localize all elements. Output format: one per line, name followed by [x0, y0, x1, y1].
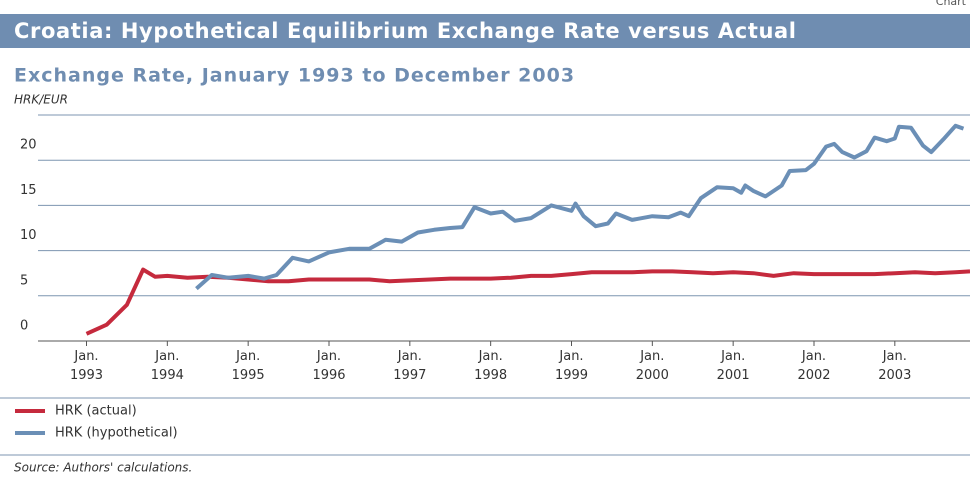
x-tick-label: Jan. 1993: [69, 349, 104, 383]
x-tick-label: Jan. 2003: [878, 349, 912, 383]
title-bar: [0, 14, 970, 48]
y-axis-label: HRK/EUR: [14, 93, 68, 107]
y-tick-label: 15: [20, 183, 37, 198]
x-tick-label: Jan. 2000: [635, 349, 669, 383]
y-tick-label: 0: [20, 319, 28, 334]
x-tick-label: Jan. 1998: [474, 349, 508, 383]
x-tick-label: Jan. 1999: [554, 349, 589, 383]
corner-label: Chart: [936, 0, 967, 8]
x-tick-label: Jan. 1997: [393, 349, 427, 383]
x-tick-label: Jan. 2002: [797, 349, 831, 383]
x-tick-label: Jan. 1994: [150, 349, 184, 383]
series-line: [85, 267, 970, 336]
x-tick-label: Jan. 1996: [312, 349, 346, 383]
source-note: Source: Authors' calculations.: [14, 461, 192, 475]
y-tick-label: 20: [20, 138, 37, 153]
chart-title: Croatia: Hypothetical Equilibrium Exchan…: [14, 19, 797, 43]
series-line: [195, 123, 965, 291]
legend-label: HRK (actual): [55, 404, 137, 419]
y-tick-label: 5: [20, 273, 28, 288]
chart-subtitle: Exchange Rate, January 1993 to December …: [14, 65, 575, 87]
x-tick-label: Jan. 2001: [716, 349, 750, 383]
legend-label: HRK (hypothetical): [55, 426, 178, 441]
y-tick-label: 10: [20, 228, 37, 243]
x-tick-label: Jan. 1995: [231, 349, 265, 383]
